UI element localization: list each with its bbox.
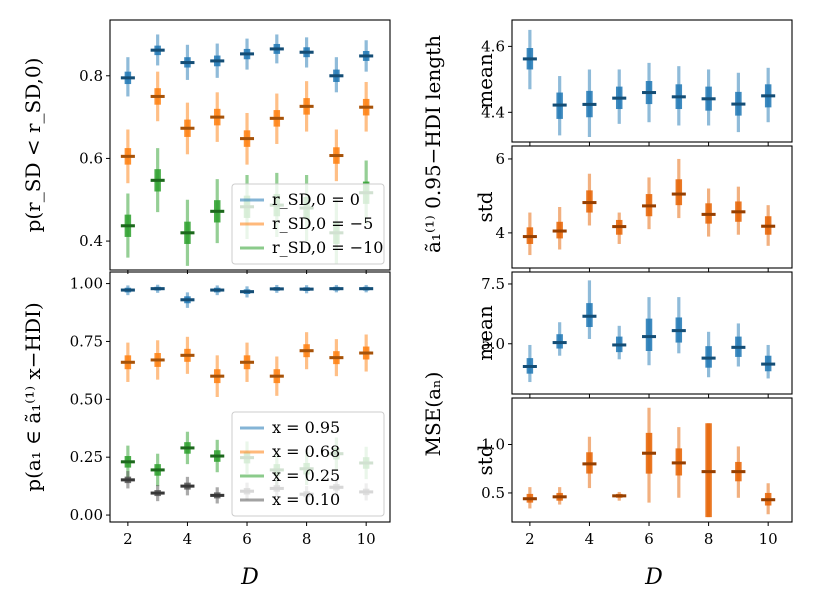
xlabel-left: D [240, 565, 259, 590]
series-right-1-0 [522, 29, 776, 138]
y-tick-label: 6 [495, 150, 505, 168]
y-tick-label: 0.8 [79, 67, 103, 85]
y-tick-label: 1.0 [481, 436, 505, 454]
series-bottom-left-1 [120, 332, 374, 397]
axes-frame [511, 271, 793, 395]
x-tick-label: 6 [242, 530, 252, 548]
series-right-2-0 [522, 158, 776, 256]
y-tick-label: 0.75 [70, 332, 103, 350]
axes-frame [109, 19, 391, 271]
y-axis-label: p(r_SD < r_SD,0) [21, 58, 45, 233]
y-tick-label: 0.5 [481, 484, 505, 502]
right-top-group-label: ã₁⁽¹⁾ 0.95−HDI length [421, 35, 445, 253]
axes-frame [511, 19, 793, 143]
y-tick-label: 0.25 [70, 448, 103, 466]
y-tick-label: 0.4 [79, 232, 103, 250]
legend-box [231, 411, 385, 517]
y-axis-label: mean [473, 305, 497, 361]
panels: 0.40.60.8p(r_SD < r_SD,0) r_SD,0 = 0r_SD,… [21, 19, 793, 548]
axes-frame [511, 397, 793, 523]
axes-frame [109, 271, 391, 523]
legend-label: x = 0.95 [272, 418, 340, 437]
panel-top-left: 0.40.60.8p(r_SD < r_SD,0) r_SD,0 = 0r_SD,… [21, 19, 391, 274]
series-top-left-1 [120, 71, 374, 184]
legend-label: r_SD,0 = −10 [272, 238, 383, 257]
x-tick-label: 4 [183, 530, 193, 548]
x-tick-label: 8 [704, 530, 714, 548]
panel-bottom-left: 2 4 6 8 10 0.00 0.25 0.50 0.75 1.00 p(a₁ ∈ ã₁⁽¹⁾ x… [21, 271, 391, 548]
series-right-3-0 [522, 280, 776, 383]
legend-label: x = 0.68 [272, 442, 340, 461]
y-tick-label: 4.4 [481, 103, 505, 121]
legend-label: x = 0.10 [272, 490, 340, 509]
y-tick-label: 0.50 [70, 390, 103, 408]
y-tick-label: 7.5 [481, 275, 505, 293]
legend-top-left: r_SD,0 = 0 r_SD,0 = −5 r_SD,0 = −10 [231, 183, 385, 265]
series-top-left-0 [120, 34, 374, 97]
legend-bottom-left: x = 0.95 x = 0.68 x = 0.25 x = 0.10 [231, 411, 385, 517]
y-tick-label: 5.0 [481, 335, 505, 353]
x-tick-label: 10 [357, 530, 376, 548]
panel-right-2: 4 6 std [473, 145, 793, 272]
y-tick-label: 1.00 [70, 275, 103, 293]
y-axis-label: mean [473, 53, 497, 109]
y-axis-label: std [473, 444, 497, 475]
x-tick-label: 6 [644, 530, 654, 548]
x-tick-label: 2 [123, 530, 133, 548]
axes-frame [511, 145, 793, 269]
series-bottom-left-0 [120, 284, 374, 308]
y-tick-label: 0.6 [79, 149, 103, 167]
legend-label: x = 0.25 [272, 466, 340, 485]
x-tick-label: 4 [585, 530, 595, 548]
series-right-4-0 [522, 407, 776, 518]
x-tick-label: 2 [525, 530, 535, 548]
x-tick-label: 8 [302, 530, 312, 548]
panel-right-3: 5.0 7.5 mean [473, 271, 793, 398]
legend-label: r_SD,0 = −5 [272, 214, 373, 233]
y-tick-label: 4 [495, 224, 505, 242]
y-tick-label: 0.00 [70, 506, 103, 524]
y-axis-label: std [473, 191, 497, 222]
xlabel-right: D [644, 565, 663, 590]
legend-box [231, 183, 385, 265]
y-tick-label: 4.6 [481, 37, 505, 55]
legend-label: r_SD,0 = 0 [272, 190, 360, 209]
x-tick-label: 10 [759, 530, 778, 548]
y-axis-label: p(a₁ ∈ ã₁⁽¹⁾ x−HDI) [21, 302, 45, 491]
right-bottom-group-label: MSE(aₙ) [421, 372, 445, 457]
